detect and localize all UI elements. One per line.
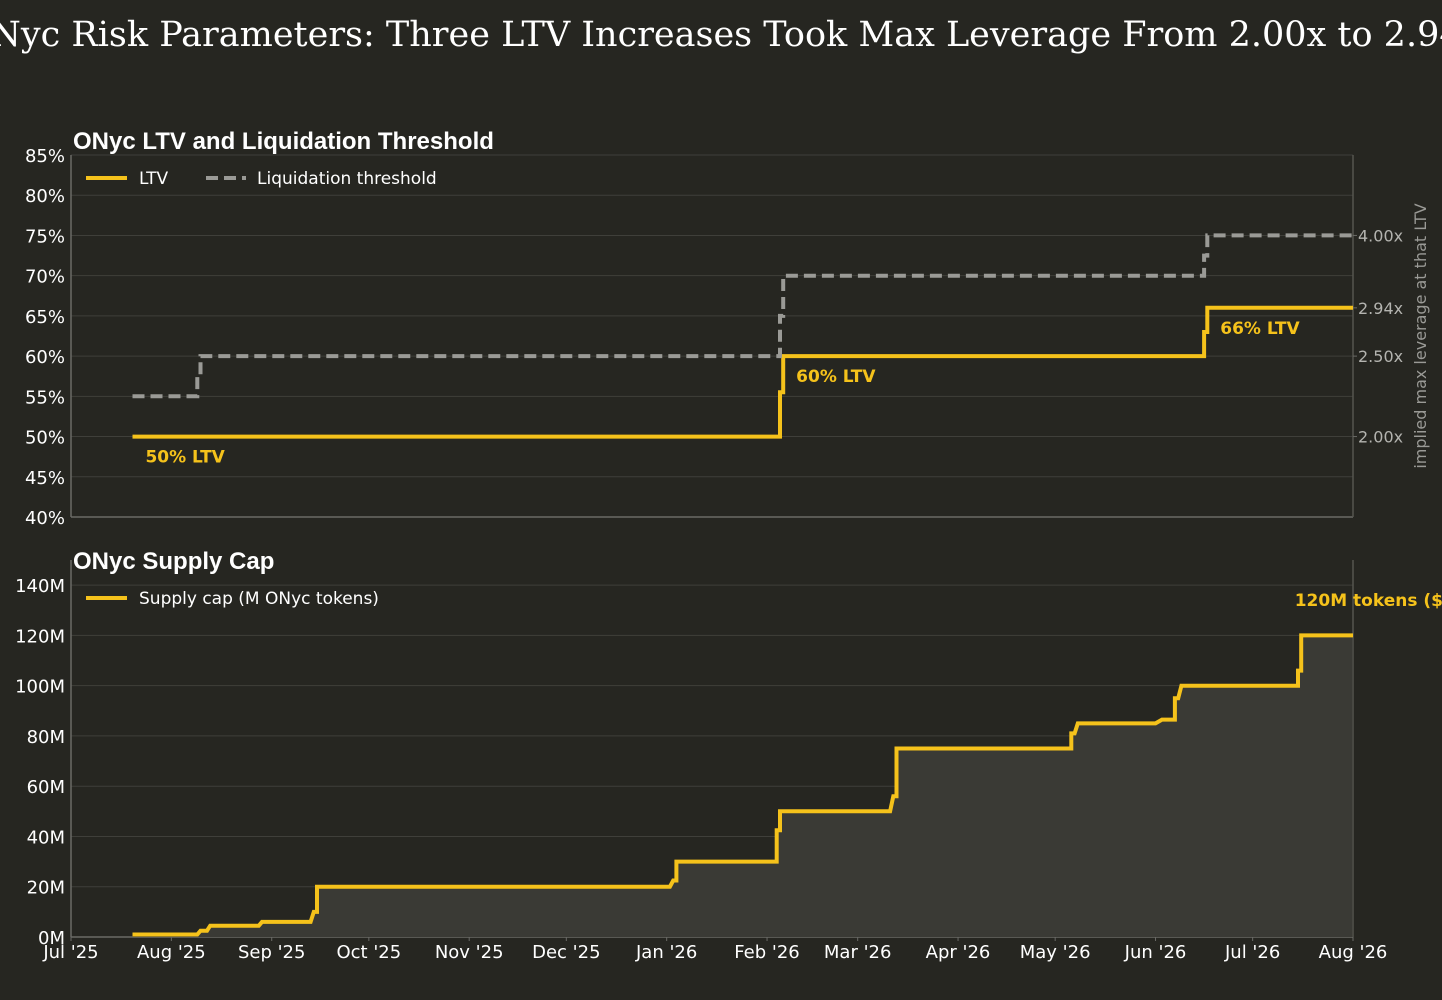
ltv-series-group xyxy=(132,233,1353,439)
annotation-label: 120M tokens ($135M) xyxy=(1295,591,1442,611)
supply-cap-m-onyc-tokens-line xyxy=(132,633,1353,937)
y-tick-label: 65% xyxy=(25,307,65,328)
annotation-label: 50% LTV xyxy=(145,448,225,468)
y-tick-label: 0M xyxy=(38,928,65,949)
leverage-tick-label: 2.00x xyxy=(1358,428,1403,447)
y-tick-label: 55% xyxy=(25,387,65,408)
supply-panel-title: ONyc Supply Cap xyxy=(73,548,274,575)
supply-legend: Supply cap (M ONyc tokens) xyxy=(86,589,379,609)
supply-panel: ONyc Supply Cap 0M 20M 40M 60M 80M 100M 120M 14… xyxy=(15,548,1442,963)
ltv-panel-title: ONyc LTV and Liquidation Threshold xyxy=(73,128,494,155)
y-tick-label: 60M xyxy=(27,777,65,798)
y-tick-label: 40M xyxy=(27,827,65,848)
y-tick-label: 140M xyxy=(15,576,65,597)
x-tick-label: Feb '26 xyxy=(734,942,799,963)
annotation-label: 66% LTV xyxy=(1220,319,1300,339)
legend-supply-label: Supply cap (M ONyc tokens) xyxy=(139,589,379,609)
legend-ltv-label: LTV xyxy=(139,169,169,189)
ltv-legend: LTV Liquidation threshold xyxy=(86,169,437,189)
y-tick-label: 75% xyxy=(25,226,65,247)
x-tick-label: Apr '26 xyxy=(926,942,991,963)
x-tick-label: Mar '26 xyxy=(824,942,892,963)
legend-threshold-label: Liquidation threshold xyxy=(257,169,437,189)
x-tick-label: May '26 xyxy=(1020,942,1091,963)
annotation-label: 60% LTV xyxy=(796,367,876,387)
x-tick-label: Aug '26 xyxy=(1319,942,1388,963)
ltv-panel: ONyc LTV and Liquidation Threshold 40% 45… xyxy=(25,128,1430,529)
leverage-tick-label: 2.50x xyxy=(1358,347,1403,366)
x-tick-label: Sep '25 xyxy=(238,942,306,963)
y-tick-label: 50% xyxy=(25,428,65,449)
leverage-tick-labels: 2.00x 2.50x 2.94x 4.00x xyxy=(1353,226,1403,447)
y-tick-label: 120M xyxy=(15,626,65,647)
ltv-y-tick-labels: 40% 45% 50% 55% 60% 65% 70% 75% 80% 85% xyxy=(25,146,65,529)
x-tick-label: Aug '25 xyxy=(137,942,206,963)
x-tick-label: Jul '26 xyxy=(1224,942,1280,963)
y-tick-label: 85% xyxy=(25,146,65,167)
x-tick-label: Oct '25 xyxy=(336,942,401,963)
supply-annotations: 120M tokens ($135M) xyxy=(1295,591,1442,611)
supply-series-group xyxy=(132,633,1354,937)
ltv-line xyxy=(132,305,1353,439)
supply-y-tick-labels: 0M 20M 40M 60M 80M 100M 120M 140M xyxy=(15,576,65,949)
y-tick-label: 100M xyxy=(15,677,65,698)
figure-title: ONyc Risk Parameters: Three LTV Increase… xyxy=(0,15,1442,55)
y-tick-label: 80M xyxy=(27,727,65,748)
x-tick-label: Dec '25 xyxy=(532,942,600,963)
leverage-axis-label: implied max leverage at that LTV xyxy=(1411,203,1430,468)
y-tick-label: 45% xyxy=(25,468,65,489)
leverage-tick-label: 2.94x xyxy=(1358,299,1403,318)
supply-area-fill xyxy=(132,635,1353,937)
liquidation-threshold-line xyxy=(132,233,1353,399)
ltv-gridlines xyxy=(71,154,1353,478)
x-axis-tick-labels: Jul '25 Aug '25 Sep '25 Oct '25 Nov '25 Dec '… xyxy=(42,937,1387,963)
y-tick-label: 80% xyxy=(25,186,65,207)
x-tick-label: Nov '25 xyxy=(435,942,504,963)
y-tick-label: 40% xyxy=(25,508,65,529)
y-tick-label: 70% xyxy=(25,267,65,288)
y-tick-label: 60% xyxy=(25,347,65,368)
x-tick-label: Jun '26 xyxy=(1124,942,1187,963)
x-tick-label: Jan '26 xyxy=(635,942,697,963)
x-tick-label: Jul '25 xyxy=(42,942,98,963)
y-tick-label: 20M xyxy=(27,878,65,899)
ltv-annotations: 50% LTV 60% LTV 66% LTV xyxy=(145,319,1300,468)
leverage-tick-label: 4.00x xyxy=(1358,226,1403,245)
ltv-axes-frame xyxy=(70,155,1354,518)
